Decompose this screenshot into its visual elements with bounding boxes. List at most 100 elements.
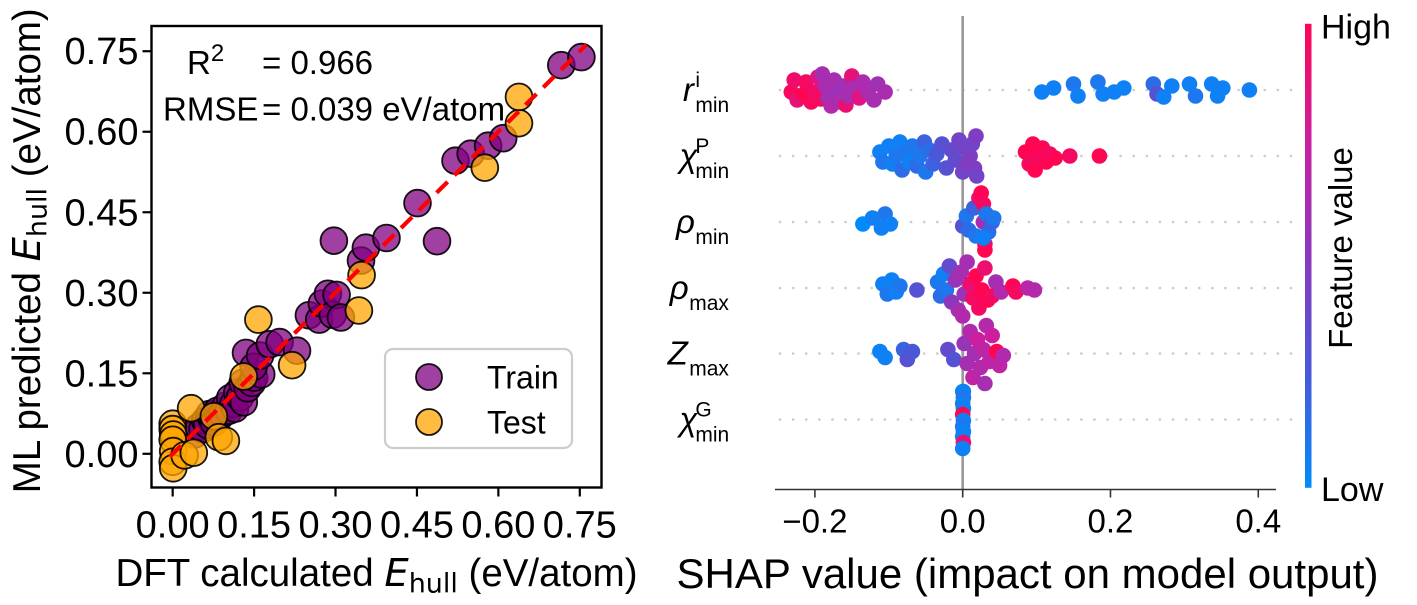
y-tick-label: 0.30	[65, 273, 139, 315]
feature-subscript: min	[695, 226, 729, 249]
shap-point	[1215, 80, 1231, 96]
feature-row-1	[872, 128, 1108, 184]
shap-point	[1047, 150, 1063, 166]
shap-point	[977, 375, 993, 392]
shap-point	[985, 210, 1002, 226]
y-tick-label: 0.60	[65, 112, 139, 154]
shap-point	[995, 347, 1012, 364]
y-tick-label: 0.15	[65, 353, 139, 395]
shap-beeswarm-panel: −0.2 0.0 0.2 0.4 SHAP value (impact on model…	[667, 9, 1391, 598]
legend-label-train: Train	[487, 360, 559, 396]
shap-point	[814, 66, 831, 82]
feature-symbol: Z	[667, 335, 690, 372]
feature-subscript: min	[695, 424, 729, 447]
feature-symbol: χ	[676, 401, 698, 438]
identity-line	[168, 43, 588, 458]
feature-row-5	[954, 383, 972, 457]
point-test	[211, 426, 241, 456]
shap-point	[1090, 74, 1106, 90]
feature-superscript: G	[695, 399, 711, 422]
feature-superscript: i	[695, 69, 700, 92]
rmse-annotation: RMSE = 0.039 eV/atom	[163, 91, 505, 128]
shap-point	[954, 440, 971, 457]
shap-point	[877, 349, 893, 366]
shap-point	[975, 341, 992, 358]
feature-subscript: max	[689, 292, 729, 315]
shap-point	[1027, 162, 1043, 178]
feature-subscript: min	[695, 94, 729, 117]
point-train	[403, 188, 432, 218]
point-test	[347, 260, 376, 290]
feature-label-2: ρ min	[675, 203, 729, 249]
feature-label-3: ρ max	[669, 269, 730, 315]
point-test	[344, 296, 374, 325]
shap-point	[959, 254, 975, 270]
left-axes: 0.00 0.15 0.30 0.45 0.60 0.750.000.150.300.45…	[65, 31, 617, 546]
shap-point	[877, 84, 893, 100]
legend-label-test: Test	[487, 405, 546, 441]
x-tick-label: −0.2	[782, 503, 847, 540]
plot-frame	[150, 24, 603, 489]
x-axis-title: SHAP value (impact on model output)	[677, 550, 1379, 597]
y-tick-label: 0.00	[65, 434, 139, 476]
colorbar-low-label: Low	[1321, 471, 1384, 509]
shap-point	[864, 210, 881, 226]
shap-point	[909, 282, 925, 298]
shap-point	[1241, 82, 1258, 98]
shap-point	[1045, 80, 1062, 96]
shap-point	[1155, 89, 1172, 105]
feature-row-2	[855, 185, 1002, 258]
shap-point	[1034, 84, 1050, 100]
colorbar	[1305, 23, 1312, 488]
shap-point	[1026, 282, 1043, 298]
feature-symbol: ρ	[675, 203, 695, 240]
shap-point	[984, 327, 1000, 344]
shap-point	[1187, 88, 1204, 104]
y-tick-label: 0.45	[65, 192, 139, 234]
point-test	[229, 362, 259, 391]
feature-symbol: χ	[676, 137, 698, 174]
x-tick-label: 0.45	[380, 505, 454, 547]
shap-point	[977, 242, 993, 258]
parity-scatter-panel: 0.00 0.15 0.30 0.45 0.60 0.750.000.150.300.45…	[5, 8, 638, 599]
shap-point	[946, 351, 962, 368]
x-tick-label: 0.30	[299, 505, 373, 547]
y-axis-title: ML predicted Ehull (eV/atom)	[5, 8, 54, 493]
shap-point	[968, 168, 985, 184]
x-tick-label: 0.2	[1088, 503, 1134, 540]
shap-point	[993, 284, 1009, 300]
shap-point	[962, 148, 978, 164]
shap-point	[882, 216, 899, 232]
shap-point	[938, 282, 955, 298]
feature-row-3	[875, 254, 1043, 324]
legend: Train Test	[383, 347, 574, 450]
colorbar-title: Feature value	[1322, 147, 1359, 349]
point-test	[504, 82, 534, 112]
x-tick-label: 0.0	[940, 503, 986, 540]
feature-row-0	[783, 66, 1258, 114]
point-train	[567, 42, 596, 72]
shap-point	[968, 128, 984, 144]
legend-marker-test	[415, 408, 443, 436]
point-train	[422, 226, 452, 256]
x-tick-label: 0.60	[461, 505, 535, 547]
shap-point	[1164, 78, 1180, 94]
feature-row-4	[872, 317, 1012, 400]
feature-subscript: max	[689, 358, 729, 381]
shap-point	[1181, 76, 1198, 92]
point-train	[372, 223, 401, 253]
shap-point	[954, 308, 971, 324]
shap-point	[947, 152, 964, 168]
shap-point	[1070, 88, 1086, 104]
y-tick-label: 0.75	[65, 31, 139, 73]
feature-superscript: P	[695, 135, 709, 158]
x-tick-label: 0.75	[543, 505, 617, 547]
shap-point	[786, 72, 802, 88]
series-test	[158, 82, 534, 483]
shap-point	[941, 258, 958, 274]
x-tick-label: 0.15	[217, 505, 291, 547]
x-tick-label: 0.4	[1235, 503, 1281, 540]
